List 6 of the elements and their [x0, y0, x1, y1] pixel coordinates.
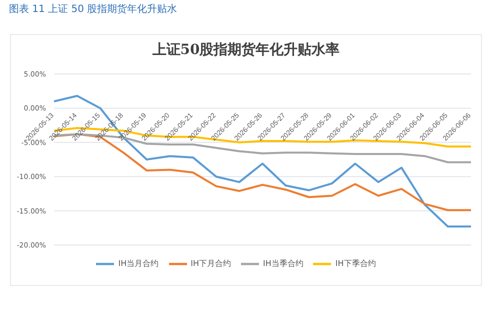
legend-label: IH下月合约 [190, 259, 231, 268]
chart-title: 图表 11 上证 50 股指期货年化升贴水 [9, 2, 178, 16]
chart-subtitle: 上证50股指期货年化升贴水率 [151, 40, 341, 60]
legend-label: IH下季合约 [335, 259, 376, 268]
legend-label: IH当季合约 [263, 259, 304, 268]
legend-label: IH当月合约 [118, 259, 159, 268]
